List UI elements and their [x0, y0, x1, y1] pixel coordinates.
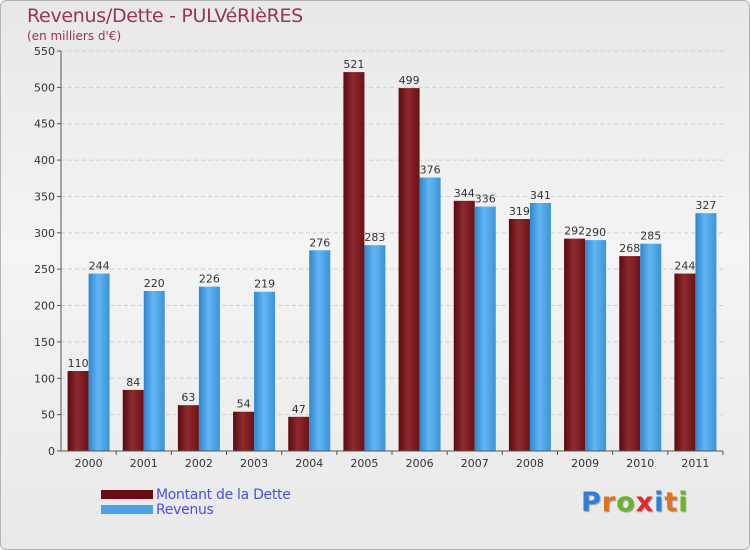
chart-title: Revenus/Dette - PULVéRIèRES [27, 5, 303, 27]
legend-item-debt: Montant de la Dette [101, 486, 291, 503]
logo-letter: r [601, 487, 617, 518]
y-tick-label: 400 [34, 154, 55, 167]
bar-revenue [364, 245, 386, 451]
x-tick-label: 2000 [75, 457, 103, 470]
bar-revenue [198, 286, 220, 451]
bar-debt [564, 238, 586, 451]
value-label-debt: 268 [619, 242, 640, 255]
value-label-debt: 499 [399, 74, 420, 87]
value-label-debt: 521 [343, 58, 364, 71]
bar-revenue [474, 206, 496, 451]
x-tick-label: 2010 [626, 457, 654, 470]
bar-revenue [695, 213, 717, 451]
logo-letter: x [635, 487, 655, 518]
value-label-revenue: 341 [530, 189, 551, 202]
x-tick-label: 2001 [130, 457, 158, 470]
y-tick-label: 0 [48, 445, 55, 458]
y-tick-label: 150 [34, 336, 55, 349]
y-tick-label: 500 [34, 81, 55, 94]
value-label-debt: 84 [126, 376, 140, 389]
value-label-revenue: 285 [640, 230, 661, 243]
x-tick-label: 2003 [240, 457, 268, 470]
bar-revenue [143, 291, 165, 451]
value-label-revenue: 244 [89, 260, 110, 273]
bar-revenue [529, 203, 551, 451]
x-tick-label: 2011 [681, 457, 709, 470]
value-label-revenue: 336 [475, 193, 496, 206]
value-label-revenue: 376 [420, 164, 441, 177]
bar-debt [453, 200, 475, 451]
proxiti-logo: Proxiti [581, 487, 689, 518]
bar-debt [508, 219, 530, 451]
bar-revenue [88, 273, 110, 451]
value-label-debt: 110 [68, 357, 89, 370]
y-tick-label: 200 [34, 300, 55, 313]
x-tick-label: 2006 [406, 457, 434, 470]
bar-debt [67, 371, 89, 451]
value-label-revenue: 219 [254, 278, 275, 291]
logo-letter: i [654, 487, 665, 518]
legend-item-revenue: Revenus [101, 501, 291, 518]
value-label-revenue: 283 [364, 231, 385, 244]
value-label-revenue: 220 [144, 277, 165, 290]
x-tick-label: 2009 [571, 457, 599, 470]
bar-revenue [309, 250, 331, 451]
legend: Montant de la Dette Revenus [101, 486, 291, 518]
y-tick-label: 300 [34, 227, 55, 240]
bar-revenue [254, 291, 276, 451]
value-label-revenue: 327 [695, 199, 716, 212]
bar-debt [233, 411, 255, 451]
x-tick-label: 2008 [516, 457, 544, 470]
value-label-debt: 244 [674, 260, 695, 273]
value-label-debt: 54 [237, 398, 251, 411]
bar-debt [343, 72, 365, 451]
logo-letter: t [664, 487, 679, 518]
y-tick-label: 250 [34, 263, 55, 276]
x-tick-label: 2005 [350, 457, 378, 470]
logo-letter: i [678, 487, 689, 518]
y-tick-label: 550 [34, 45, 55, 58]
value-label-debt: 63 [181, 391, 195, 404]
value-label-revenue: 226 [199, 273, 220, 286]
y-tick-label: 450 [34, 118, 55, 131]
logo-letter: P [581, 487, 602, 518]
value-label-revenue: 290 [585, 226, 606, 239]
value-label-debt: 47 [292, 403, 306, 416]
bar-revenue [419, 177, 441, 451]
y-tick-label: 100 [34, 372, 55, 385]
logo-letter: o [616, 487, 636, 518]
bar-debt [288, 416, 310, 451]
value-label-debt: 319 [509, 205, 530, 218]
value-label-revenue: 276 [309, 236, 330, 249]
legend-label-revenue: Revenus [156, 501, 214, 518]
value-label-debt: 292 [564, 225, 585, 238]
legend-label-debt: Montant de la Dette [156, 486, 291, 503]
legend-swatch-revenue [101, 505, 153, 514]
bar-debt [177, 405, 199, 451]
bar-debt [674, 273, 696, 451]
x-tick-label: 2004 [295, 457, 323, 470]
bar-debt [398, 88, 420, 451]
value-label-debt: 344 [454, 187, 475, 200]
y-tick-label: 350 [34, 190, 55, 203]
x-tick-label: 2002 [185, 457, 213, 470]
chart-subtitle: (en milliers d'€) [27, 29, 122, 43]
legend-swatch-debt [101, 490, 153, 499]
bar-revenue [585, 240, 607, 451]
x-tick-label: 2007 [461, 457, 489, 470]
bar-revenue [640, 243, 662, 451]
bar-debt [619, 256, 641, 451]
y-tick-label: 50 [41, 409, 55, 422]
bar-debt [122, 389, 144, 451]
